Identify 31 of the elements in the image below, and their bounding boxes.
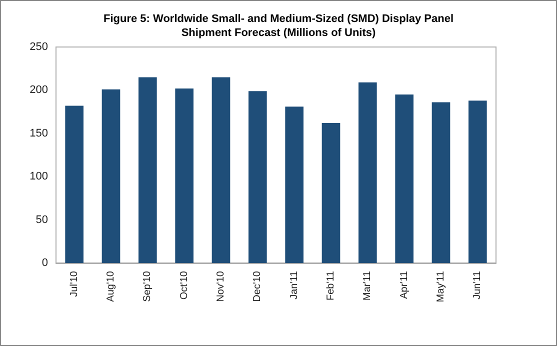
x-tick-label: Aug'10 — [106, 270, 116, 302]
bar — [432, 102, 450, 263]
x-tick-label: Oct'10 — [178, 270, 190, 300]
bar — [468, 100, 487, 263]
chart-title: Figure 5: Worldwide Small- and Medium-Sized (SMD) Display Panel Shipment Forecast (Millions of Units) — [103, 13, 454, 39]
y-tick-label: 100 — [30, 170, 48, 183]
x-tick-label: Sep'10 — [142, 270, 154, 302]
y-tick-label: 50 — [36, 214, 48, 226]
x-tick-label: Nov'10 — [216, 270, 226, 302]
x-tick-label: Apr'11 — [398, 270, 410, 299]
bar — [212, 77, 230, 263]
bar — [175, 88, 194, 263]
bar — [285, 106, 304, 263]
y-tick-label: 250 — [30, 41, 48, 53]
x-tick-label: Jun'11 — [472, 270, 484, 300]
x-tick-label: Feb'11 — [326, 270, 336, 301]
bar — [358, 82, 377, 263]
x-tick-label: May'11 — [436, 270, 446, 302]
x-tick-label: Mar'11 — [362, 270, 374, 301]
y-tick-label: 200 — [30, 84, 48, 96]
bar — [102, 89, 120, 263]
x-tick-label: Dec'10 — [252, 270, 264, 302]
bar — [322, 123, 340, 263]
bar — [248, 91, 267, 263]
x-tick-label: Jul'10 — [68, 270, 80, 297]
bar — [65, 106, 84, 263]
y-tick-label: 150 — [30, 127, 48, 140]
bar — [395, 94, 414, 263]
bar — [138, 77, 157, 263]
y-tick-label: 0 — [42, 257, 48, 269]
x-tick-label: Jan'11 — [288, 270, 300, 300]
